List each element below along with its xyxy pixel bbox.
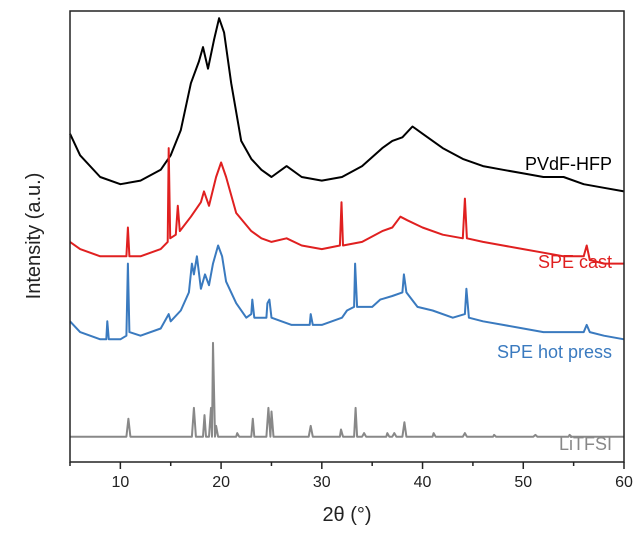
series-line-pvdf-hfp bbox=[69, 17, 625, 193]
x-axis-ticks: 10 20 30 40 50 60 bbox=[69, 462, 633, 491]
x-tick-label: 20 bbox=[212, 474, 230, 491]
series-label-spe-hot-press: SPE hot press bbox=[497, 342, 612, 362]
x-tick-label: 10 bbox=[111, 474, 129, 491]
plot-frame bbox=[69, 10, 625, 463]
series-line-spe-cast bbox=[69, 147, 624, 265]
series-label-pvdf-hfp: PVdF-HFP bbox=[525, 154, 612, 174]
x-tick-label: 40 bbox=[414, 474, 432, 491]
x-tick-label: 50 bbox=[514, 474, 532, 491]
x-axis-label: 2θ (°) bbox=[322, 504, 371, 526]
series-layer bbox=[69, 17, 625, 438]
x-tick-label: 30 bbox=[313, 474, 331, 491]
series-label-spe-cast: SPE cast bbox=[538, 252, 612, 272]
series-line-spe-hot-press bbox=[69, 244, 625, 341]
series-line-litfsi bbox=[70, 341, 624, 438]
x-tick-label: 60 bbox=[615, 474, 633, 491]
series-label-litfsi: LiTFSI bbox=[559, 434, 612, 454]
series-labels: PVdF-HFP SPE cast SPE hot press LiTFSI bbox=[497, 154, 612, 454]
y-axis-label: Intensity (a.u.) bbox=[23, 173, 45, 300]
